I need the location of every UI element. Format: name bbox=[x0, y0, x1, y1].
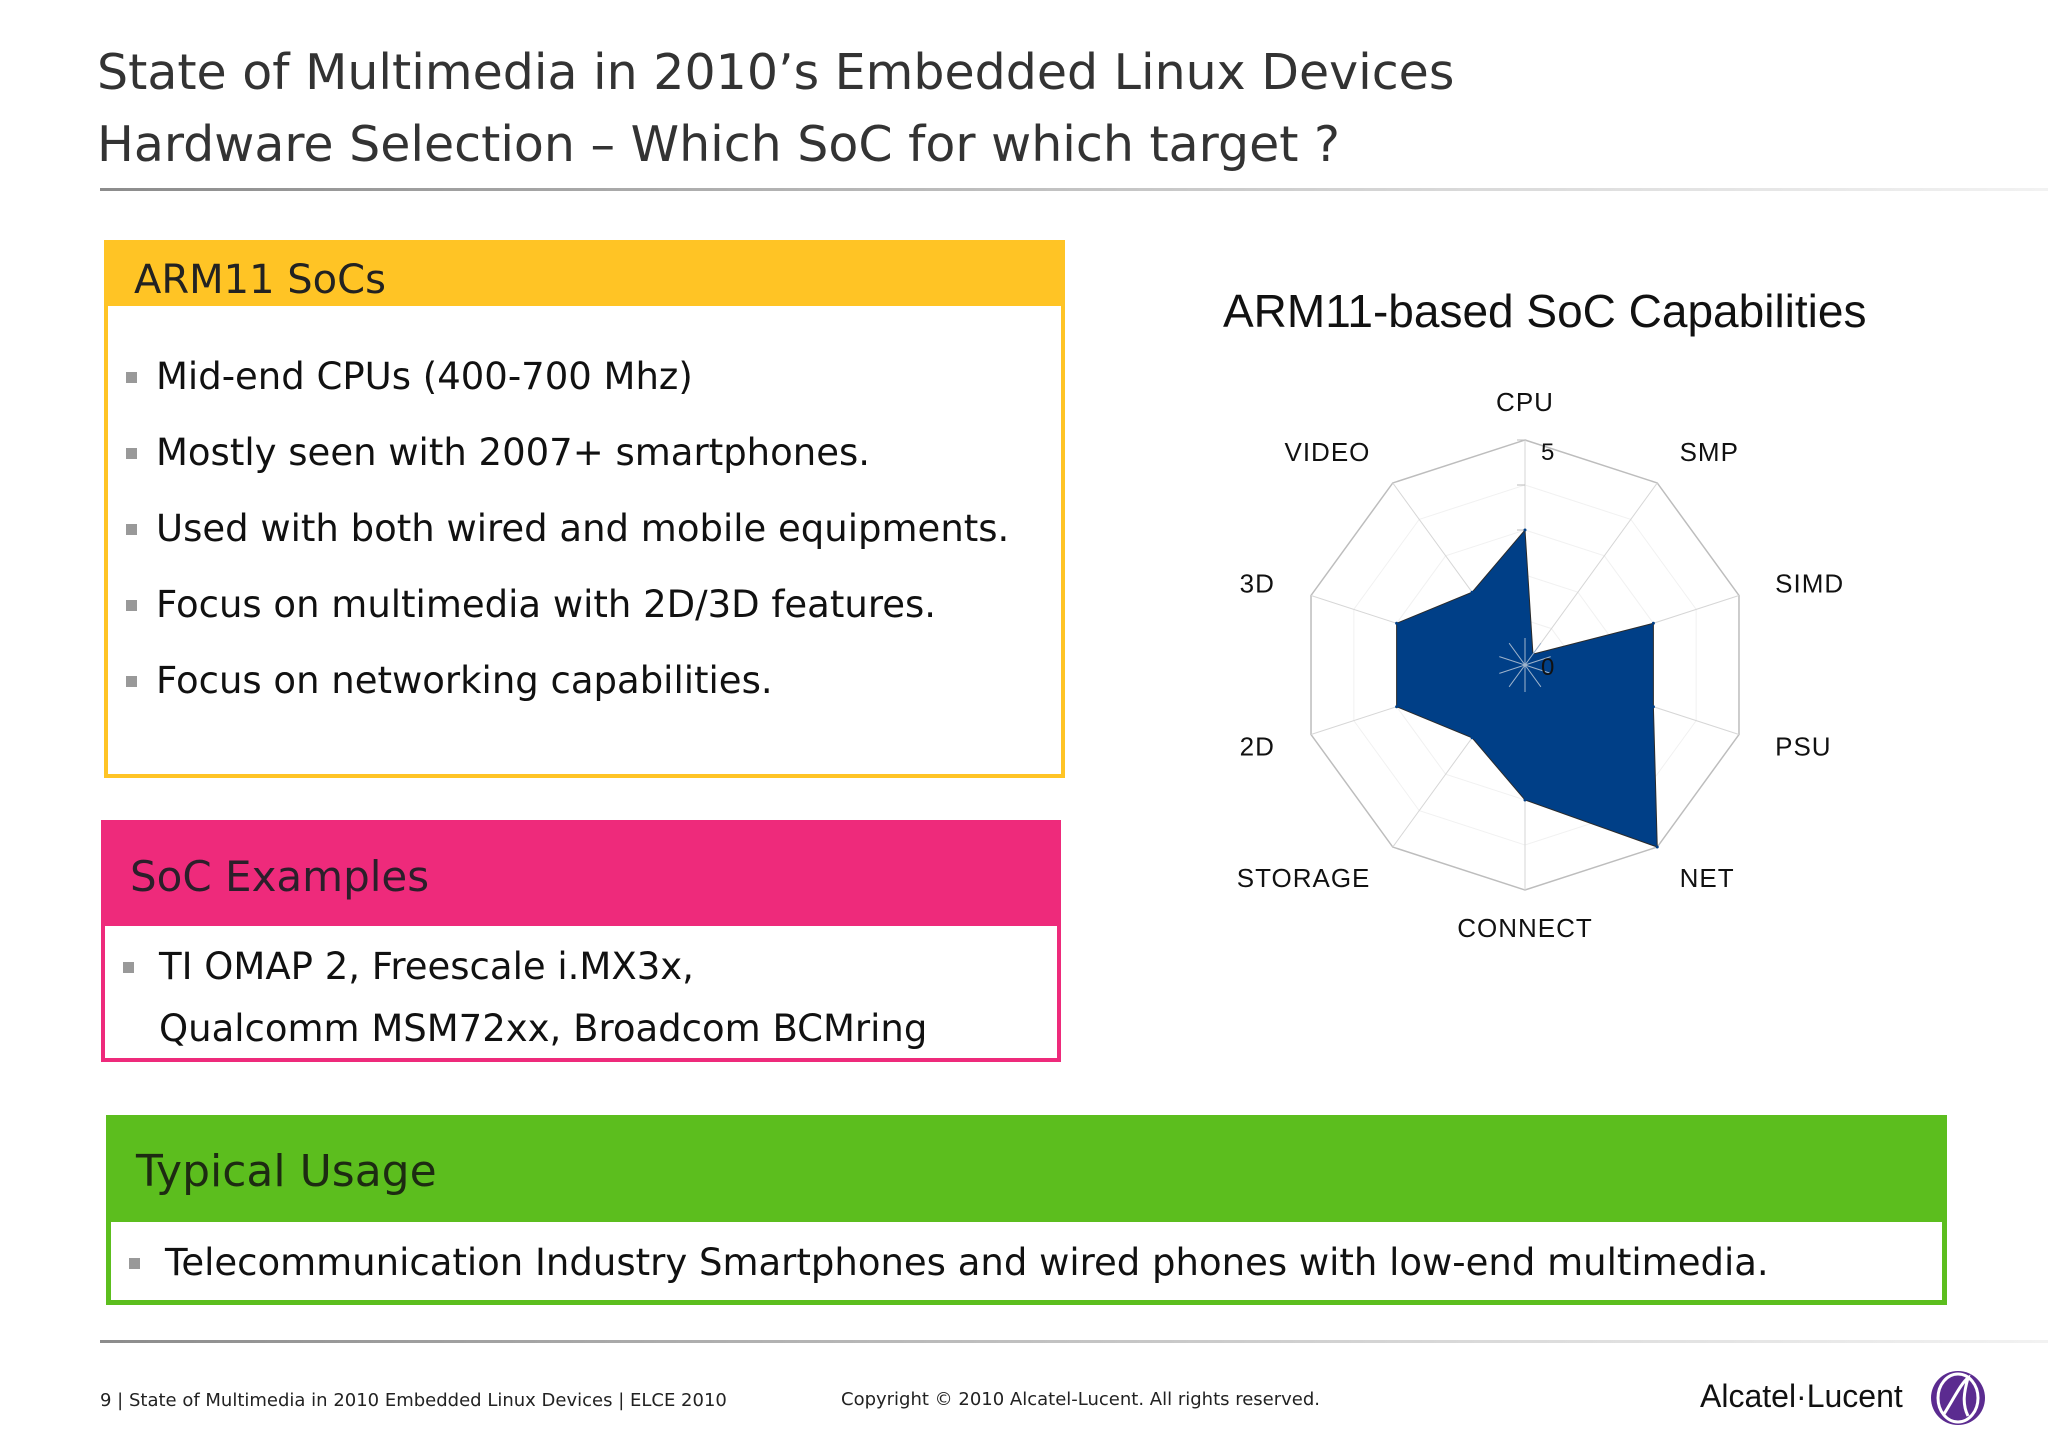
radar-data-point bbox=[1523, 528, 1527, 532]
list-item: TI OMAP 2, Freescale i.MX3x, bbox=[123, 948, 927, 1010]
radar-axis-label: CONNECT bbox=[1457, 913, 1593, 943]
radar-center-spoke bbox=[1508, 642, 1526, 666]
footer-copyright: Copyright © 2010 Alcatel-Lucent. All rig… bbox=[841, 1389, 1321, 1410]
radar-data-point bbox=[1395, 705, 1399, 709]
soc-examples-list: TI OMAP 2, Freescale i.MX3x, Qualcomm MS… bbox=[123, 948, 927, 1072]
radar-center-spoke bbox=[1524, 642, 1542, 666]
radar-center-spoke bbox=[1499, 664, 1526, 674]
bullet-text: Mostly seen with 2007+ smartphones. bbox=[156, 431, 871, 474]
radar-axis-label: PSU bbox=[1775, 731, 1831, 761]
arm11-bullet-list: Mid-end CPUs (400-700 Mhz) Mostly seen w… bbox=[126, 358, 1009, 738]
bullet-square-icon bbox=[129, 1258, 140, 1269]
list-item-continuation: Qualcomm MSM72xx, Broadcom BCMring bbox=[123, 1010, 927, 1072]
list-item: Mid-end CPUs (400-700 Mhz) bbox=[126, 358, 1009, 434]
radar-axis-label: 3D bbox=[1240, 569, 1275, 599]
soc-examples-header: SoC Examples bbox=[105, 824, 1057, 926]
header-divider bbox=[100, 188, 2048, 191]
radar-center-spoke bbox=[1524, 664, 1542, 688]
bullet-square-icon bbox=[126, 676, 137, 687]
bullet-text: Used with both wired and mobile equipmen… bbox=[156, 507, 1010, 550]
radar-axis-label: SMP bbox=[1680, 437, 1739, 467]
radar-center-spoke bbox=[1524, 656, 1551, 666]
bullet-text: Telecommunication Industry Smartphones a… bbox=[165, 1241, 1769, 1284]
radar-center-spoke bbox=[1499, 656, 1526, 666]
radar-axis-label: 2D bbox=[1240, 731, 1275, 761]
footer-slide-info: 9 | State of Multimedia in 2010 Embedded… bbox=[100, 1390, 727, 1411]
radar-axis-label: STORAGE bbox=[1237, 863, 1371, 893]
arm11-socs-title: ARM11 SoCs bbox=[134, 257, 386, 303]
bullet-square-icon bbox=[126, 372, 137, 383]
bullet-square-icon bbox=[126, 600, 137, 611]
bullet-square-icon bbox=[126, 524, 137, 535]
arm11-socs-box: ARM11 SoCs Mid-end CPUs (400-700 Mhz) Mo… bbox=[104, 240, 1065, 778]
bullet-square-icon bbox=[123, 962, 134, 973]
radar-data-point bbox=[1651, 621, 1655, 625]
footer-divider bbox=[100, 1340, 2048, 1343]
radar-axis-label: NET bbox=[1680, 863, 1735, 893]
radar-spoke bbox=[1524, 482, 1658, 666]
arm11-socs-header: ARM11 SoCs bbox=[108, 244, 1061, 306]
radar-center-spoke bbox=[1508, 664, 1526, 688]
radar-data-point bbox=[1651, 705, 1655, 709]
alcatel-lucent-logo: Alcatel·Lucent bbox=[1700, 1368, 1990, 1428]
bullet-text: Qualcomm MSM72xx, Broadcom BCMring bbox=[159, 1007, 928, 1050]
radar-chart: CPU SMP SIMD PSU NET CONNECT STORAGE 2D 3D VIDEO 0… bbox=[1237, 387, 1844, 943]
radar-tick-label: 5 bbox=[1541, 439, 1554, 466]
radar-series-area bbox=[1396, 528, 1658, 848]
logo-wordmark: Alcatel·Lucent bbox=[1700, 1378, 1903, 1414]
bullet-text: Focus on multimedia with 2D/3D features. bbox=[156, 583, 937, 626]
bullet-text: Mid-end CPUs (400-700 Mhz) bbox=[156, 355, 693, 398]
radar-data-point bbox=[1655, 845, 1659, 849]
radar-tick-label: 0 bbox=[1541, 654, 1554, 681]
radar-data-point bbox=[1395, 621, 1399, 625]
bullet-text: Focus on networking capabilities. bbox=[156, 659, 773, 702]
radar-axis-label: SIMD bbox=[1775, 569, 1844, 599]
soc-examples-box: SoC Examples TI OMAP 2, Freescale i.MX3x… bbox=[101, 820, 1061, 1062]
soc-examples-title: SoC Examples bbox=[130, 852, 430, 901]
radar-axis-label: CPU bbox=[1496, 387, 1554, 417]
typical-usage-list: Telecommunication Industry Smartphones a… bbox=[129, 1244, 1769, 1281]
radar-data-point bbox=[1470, 736, 1474, 740]
list-item: Focus on multimedia with 2D/3D features. bbox=[126, 586, 1009, 662]
chart-title: ARM11-based SoC Capabilities bbox=[1223, 285, 1867, 337]
typical-usage-title: Typical Usage bbox=[136, 1146, 437, 1197]
bullet-square-icon bbox=[126, 448, 137, 459]
slide-title-line1: State of Multimedia in 2010’s Embedded L… bbox=[97, 44, 1455, 101]
radar-data-point bbox=[1470, 590, 1474, 594]
radar-series bbox=[1395, 528, 1659, 849]
typical-usage-header: Typical Usage bbox=[111, 1120, 1942, 1222]
radar-axis-labels: CPU SMP SIMD PSU NET CONNECT STORAGE 2D 3D VIDEO 0… bbox=[1237, 387, 1844, 943]
typical-usage-box: Typical Usage Telecommunication Industry… bbox=[106, 1115, 1947, 1305]
bullet-text: TI OMAP 2, Freescale i.MX3x, bbox=[159, 945, 694, 988]
radar-data-point bbox=[1523, 798, 1527, 802]
radar-axis-label: VIDEO bbox=[1284, 437, 1370, 467]
alcatel-lucent-logo-icon bbox=[1931, 1371, 1985, 1425]
list-item: Mostly seen with 2007+ smartphones. bbox=[126, 434, 1009, 510]
slide-title-line2: Hardware Selection – Which SoC for which… bbox=[97, 116, 1341, 173]
radar-center-spoke bbox=[1524, 664, 1551, 674]
list-item: Focus on networking capabilities. bbox=[126, 662, 1009, 738]
list-item: Telecommunication Industry Smartphones a… bbox=[129, 1244, 1769, 1281]
list-item: Used with both wired and mobile equipmen… bbox=[126, 510, 1009, 586]
